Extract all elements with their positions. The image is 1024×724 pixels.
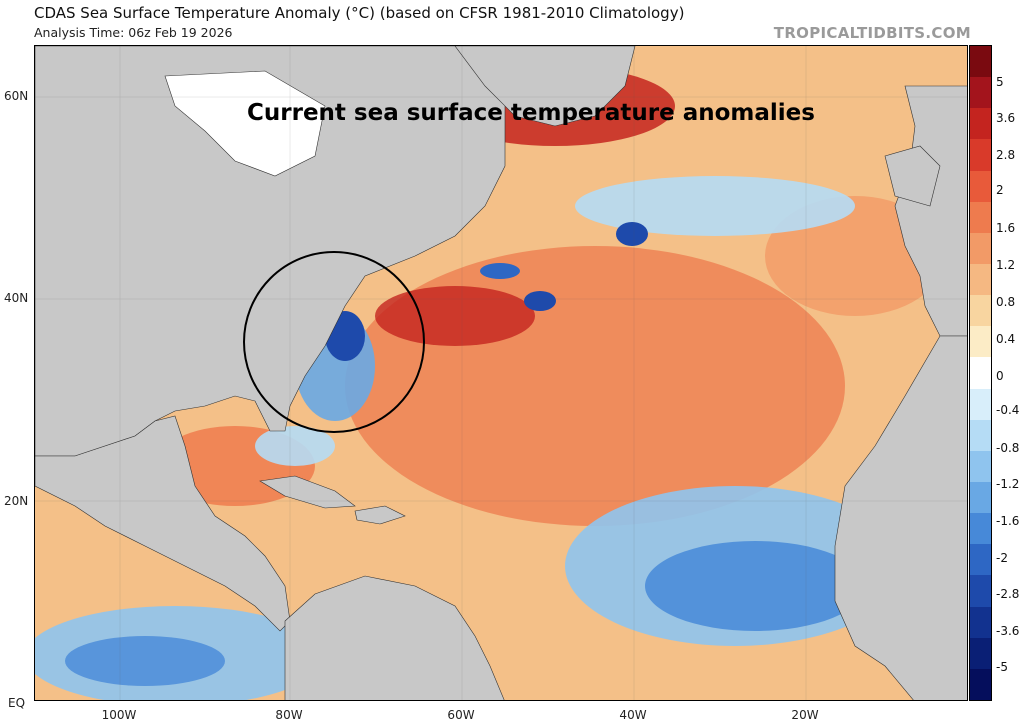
colorbar-tick-label: 0 bbox=[996, 369, 1004, 383]
land-south-america bbox=[284, 575, 505, 700]
cool-anomaly-southwest-core bbox=[65, 636, 225, 686]
colorbar-tick-label: -2.8 bbox=[996, 587, 1020, 601]
land-mexico-central-america bbox=[35, 415, 291, 632]
colorbar-segment bbox=[970, 606, 991, 639]
colorbar-segment bbox=[970, 108, 991, 140]
colorbar-segment bbox=[970, 513, 991, 545]
lon-label-60w: 60W bbox=[447, 708, 475, 722]
colorbar-segment bbox=[970, 326, 991, 358]
graticule bbox=[35, 46, 967, 700]
lat-label-60n: 60N bbox=[4, 89, 29, 103]
colorbar-segment bbox=[970, 482, 991, 514]
lon-label-40w: 40W bbox=[619, 708, 647, 722]
land-cuba bbox=[259, 475, 356, 509]
colorbar-tick-label: -1.2 bbox=[996, 477, 1020, 491]
colorbar-segment bbox=[970, 139, 991, 172]
cool-anomaly-tropical-east-core bbox=[645, 541, 865, 631]
colorbar-tick-label: -1.6 bbox=[996, 514, 1020, 528]
colorbar-tick-label: 0.8 bbox=[996, 295, 1016, 309]
brand-label: TROPICALTIDBITS.COM bbox=[773, 24, 971, 42]
cool-anomaly-deep-3 bbox=[480, 263, 520, 279]
colorbar-tick-label: 1.6 bbox=[996, 221, 1016, 235]
colorbar-segment bbox=[970, 77, 991, 109]
colorbar bbox=[969, 45, 992, 701]
highlight-circle bbox=[243, 251, 425, 433]
cool-anomaly-caribbean bbox=[255, 426, 335, 466]
colorbar-segment bbox=[970, 232, 991, 265]
lat-label-eq: EQ bbox=[8, 696, 26, 710]
warm-anomaly-nw bbox=[375, 286, 535, 346]
colorbar-segment bbox=[970, 170, 991, 203]
colorbar-tick-label: 0.4 bbox=[996, 332, 1016, 346]
colorbar-tick-label: -0.4 bbox=[996, 403, 1020, 417]
lat-label-40n: 40N bbox=[4, 291, 29, 305]
overlay-caption: Current sea surface temperature anomalie… bbox=[247, 100, 815, 126]
colorbar-segment bbox=[970, 46, 991, 78]
land-ireland-britain bbox=[884, 145, 941, 207]
colorbar-segment bbox=[970, 575, 991, 608]
hudson-bay bbox=[164, 70, 326, 177]
colorbar-segment bbox=[970, 295, 991, 327]
colorbar-segment bbox=[970, 419, 991, 452]
colorbar-segment bbox=[970, 357, 991, 390]
warm-anomaly-core bbox=[345, 246, 845, 526]
analysis-time: Analysis Time: 06z Feb 19 2026 bbox=[34, 25, 233, 40]
colorbar-tick-label: 2 bbox=[996, 183, 1004, 197]
colorbar-segment bbox=[970, 450, 991, 483]
colorbar-tick-label: -3.6 bbox=[996, 624, 1020, 638]
colorbar-tick-label: 3.6 bbox=[996, 111, 1016, 125]
sst-anomaly-map: Current sea surface temperature anomalie… bbox=[34, 45, 968, 701]
colorbar-segment bbox=[970, 201, 991, 234]
land-hispaniola bbox=[354, 505, 406, 525]
cool-anomaly-north-band bbox=[575, 176, 855, 236]
cool-anomaly-deep-2 bbox=[524, 291, 556, 311]
colorbar-segment bbox=[970, 544, 991, 576]
colorbar-segment bbox=[970, 264, 991, 296]
lon-label-80w: 80W bbox=[275, 708, 303, 722]
chart-title: CDAS Sea Surface Temperature Anomaly (°C… bbox=[34, 4, 685, 22]
colorbar-tick-label: 2.8 bbox=[996, 148, 1016, 162]
colorbar-segment bbox=[970, 668, 991, 701]
lon-label-20w: 20W bbox=[791, 708, 819, 722]
lon-label-100w: 100W bbox=[101, 708, 137, 722]
colorbar-tick-label: -5 bbox=[996, 660, 1008, 674]
cool-anomaly-deep-1 bbox=[616, 222, 648, 246]
colorbar-tick-label: -2 bbox=[996, 551, 1008, 565]
land-greenland bbox=[454, 46, 636, 127]
colorbar-tick-label: 5 bbox=[996, 75, 1004, 89]
colorbar-tick-label: -0.8 bbox=[996, 441, 1020, 455]
land-africa bbox=[834, 335, 967, 700]
colorbar-tick-label: 1.2 bbox=[996, 258, 1016, 272]
colorbar-segment bbox=[970, 637, 991, 670]
lat-label-20n: 20N bbox=[4, 494, 29, 508]
colorbar-segment bbox=[970, 388, 991, 421]
